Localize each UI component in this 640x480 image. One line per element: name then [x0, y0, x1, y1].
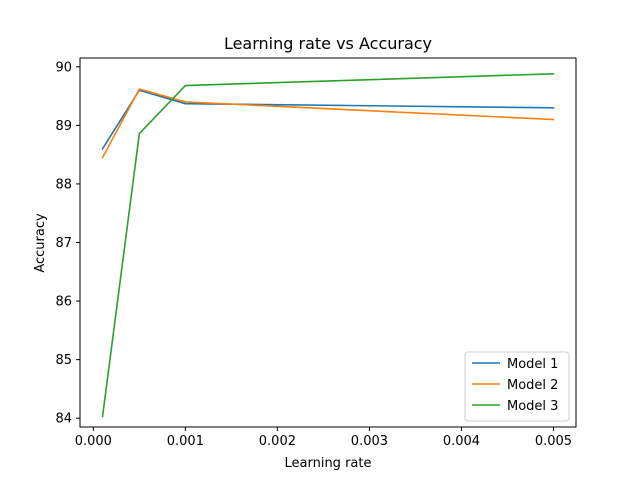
legend-box: [464, 351, 570, 422]
x-tick-label: 0.003: [351, 434, 388, 449]
y-tick-label: 85: [55, 353, 72, 368]
legend-label-model-1: Model 1: [507, 357, 558, 372]
x-axis-label: Learning rate: [285, 456, 372, 471]
plot-frame: [79, 57, 577, 428]
y-axis: 84 85 86 87 88 89 90: [55, 60, 80, 427]
legend: Model 1 Model 2 Model 3: [464, 351, 570, 422]
series-line-model-1: [101, 89, 555, 150]
legend-label-model-3: Model 3: [507, 399, 558, 414]
x-tick-label: 0.005: [535, 434, 572, 449]
y-axis-label: Accuracy: [33, 213, 48, 273]
series-line-model-3: [101, 72, 555, 418]
series-line-model-2: [101, 88, 555, 159]
legend-label-model-2: Model 2: [507, 378, 558, 393]
y-tick-label: 90: [55, 60, 72, 75]
x-tick-label: 0.004: [443, 434, 480, 449]
x-tick-label: 0.001: [167, 434, 204, 449]
x-tick-label: 0.000: [75, 434, 112, 449]
y-tick-label: 84: [55, 412, 72, 427]
chart-title: Learning rate vs Accuracy: [224, 34, 432, 53]
y-tick-label: 88: [55, 177, 72, 192]
y-tick-label: 89: [55, 119, 72, 134]
y-tick-label: 87: [55, 236, 72, 251]
y-tick-label: 86: [55, 295, 72, 310]
series-layer: [101, 72, 555, 418]
x-axis: 0.000 0.001 0.002 0.003 0.004 0.005: [75, 427, 572, 449]
x-tick-label: 0.002: [259, 434, 296, 449]
